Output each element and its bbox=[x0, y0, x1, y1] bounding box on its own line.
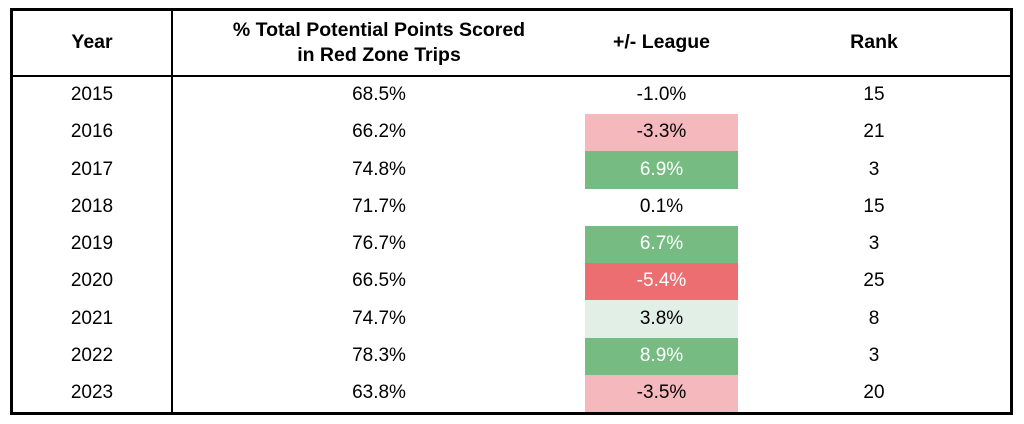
column-header-plus-minus-league: +/- League bbox=[585, 11, 738, 77]
year-cell: 2016 bbox=[13, 114, 173, 152]
rank-cell: 3 bbox=[868, 158, 880, 180]
column-header-pct-points-line1: % Total Potential Points Scored bbox=[232, 18, 526, 41]
rank-cell: 25 bbox=[863, 270, 885, 292]
red-zone-stats-table: Year % Total Potential Points Scored in … bbox=[10, 8, 1013, 415]
pct-cell: 68.5% bbox=[352, 84, 406, 106]
diff-cell: 8.9% bbox=[585, 337, 738, 375]
diff-cell: 6.7% bbox=[585, 225, 738, 264]
rank-cell: 20 bbox=[863, 382, 885, 404]
year-cell: 2022 bbox=[13, 337, 173, 375]
diff-cell: -5.4% bbox=[585, 263, 738, 301]
diff-cell: 6.9% bbox=[585, 151, 738, 189]
year-cell: 2015 bbox=[13, 77, 173, 115]
year-cell: 2023 bbox=[13, 374, 173, 412]
rank-cell: 8 bbox=[868, 307, 880, 329]
rank-cell: 21 bbox=[863, 121, 885, 143]
diff-cell: -1.0% bbox=[636, 84, 687, 106]
diff-cell: 3.8% bbox=[585, 300, 738, 338]
pct-cell: 74.7% bbox=[352, 307, 406, 329]
pct-cell: 74.8% bbox=[352, 158, 406, 180]
year-cell: 2021 bbox=[13, 300, 173, 338]
rank-cell: 15 bbox=[863, 84, 885, 106]
pct-cell: 66.2% bbox=[352, 121, 406, 143]
column-header-pct-points: % Total Potential Points Scored in Red Z… bbox=[173, 11, 585, 77]
year-cell: 2019 bbox=[13, 225, 173, 264]
pct-cell: 76.7% bbox=[352, 233, 406, 255]
rank-cell: 3 bbox=[868, 233, 880, 255]
year-cell: 2018 bbox=[13, 188, 173, 226]
column-header-year: Year bbox=[13, 11, 173, 77]
diff-cell: -3.5% bbox=[585, 374, 738, 412]
pct-cell: 63.8% bbox=[352, 382, 406, 404]
diff-cell: -3.3% bbox=[585, 114, 738, 152]
pct-cell: 66.5% bbox=[352, 270, 406, 292]
year-cell: 2017 bbox=[13, 151, 173, 189]
column-header-pct-points-line2: in Red Zone Trips bbox=[297, 44, 461, 66]
pct-cell: 71.7% bbox=[352, 195, 406, 217]
pct-cell: 78.3% bbox=[352, 344, 406, 366]
rank-cell: 3 bbox=[868, 344, 880, 366]
year-cell: 2020 bbox=[13, 263, 173, 301]
diff-cell: 0.1% bbox=[639, 195, 684, 217]
rank-cell: 15 bbox=[863, 195, 885, 217]
column-header-rank: Rank bbox=[738, 11, 1010, 77]
